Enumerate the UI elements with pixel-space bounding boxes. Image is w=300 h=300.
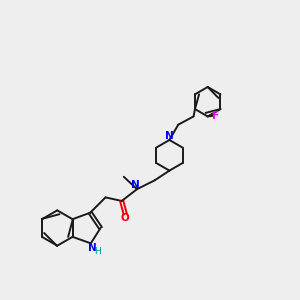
Text: F: F (212, 111, 220, 121)
Text: H: H (94, 247, 101, 256)
Text: N: N (131, 180, 140, 190)
Text: N: N (165, 131, 174, 141)
Text: N: N (88, 243, 97, 253)
Text: O: O (121, 213, 130, 223)
